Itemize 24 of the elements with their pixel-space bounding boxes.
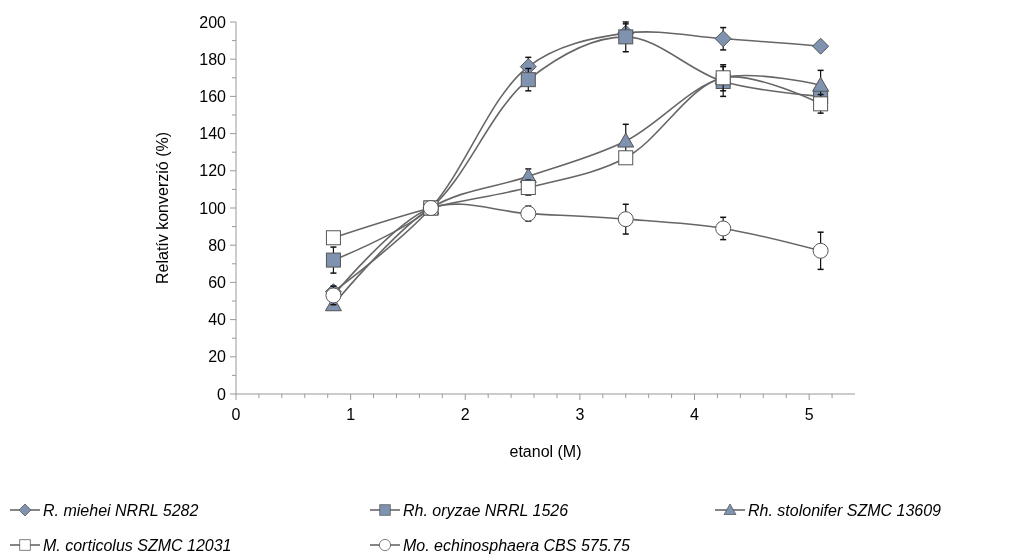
x-tick-label: 2 <box>460 406 470 423</box>
x-tick-label: 0 <box>231 406 241 423</box>
x-tick-label: 5 <box>804 406 814 423</box>
y-tick-label: 120 <box>199 162 227 180</box>
y-tick-label: 80 <box>208 236 227 254</box>
y-tick-label: 60 <box>208 274 227 291</box>
y-tick-label: 40 <box>208 311 227 329</box>
y-axis-title: Relatív konverzió (%) <box>154 131 171 285</box>
y-tick-label: 180 <box>199 50 227 68</box>
legend-label: Rh. oryzae NRRL 1526 <box>403 501 569 519</box>
legend-label: R. miehei NRRL 5282 <box>43 501 199 519</box>
x-tick-label: 4 <box>690 406 700 423</box>
y-tick-label: 0 <box>217 385 227 403</box>
legend-label: Rh. stolonifer SZMC 13609 <box>748 501 942 519</box>
y-tick-label: 20 <box>208 348 227 366</box>
x-axis-title: etanol (M) <box>509 443 582 460</box>
legend-label: Mo. echinosphaera CBS 575.75 <box>403 536 630 554</box>
y-tick-label: 140 <box>199 125 227 143</box>
y-tick-label: 160 <box>199 88 227 105</box>
legend-label: M. corticolus SZMC 12031 <box>43 536 232 554</box>
y-tick-label: 200 <box>199 13 227 31</box>
x-tick-label: 1 <box>346 406 356 423</box>
x-tick-label: 3 <box>575 406 585 423</box>
y-tick-label: 100 <box>199 199 227 217</box>
